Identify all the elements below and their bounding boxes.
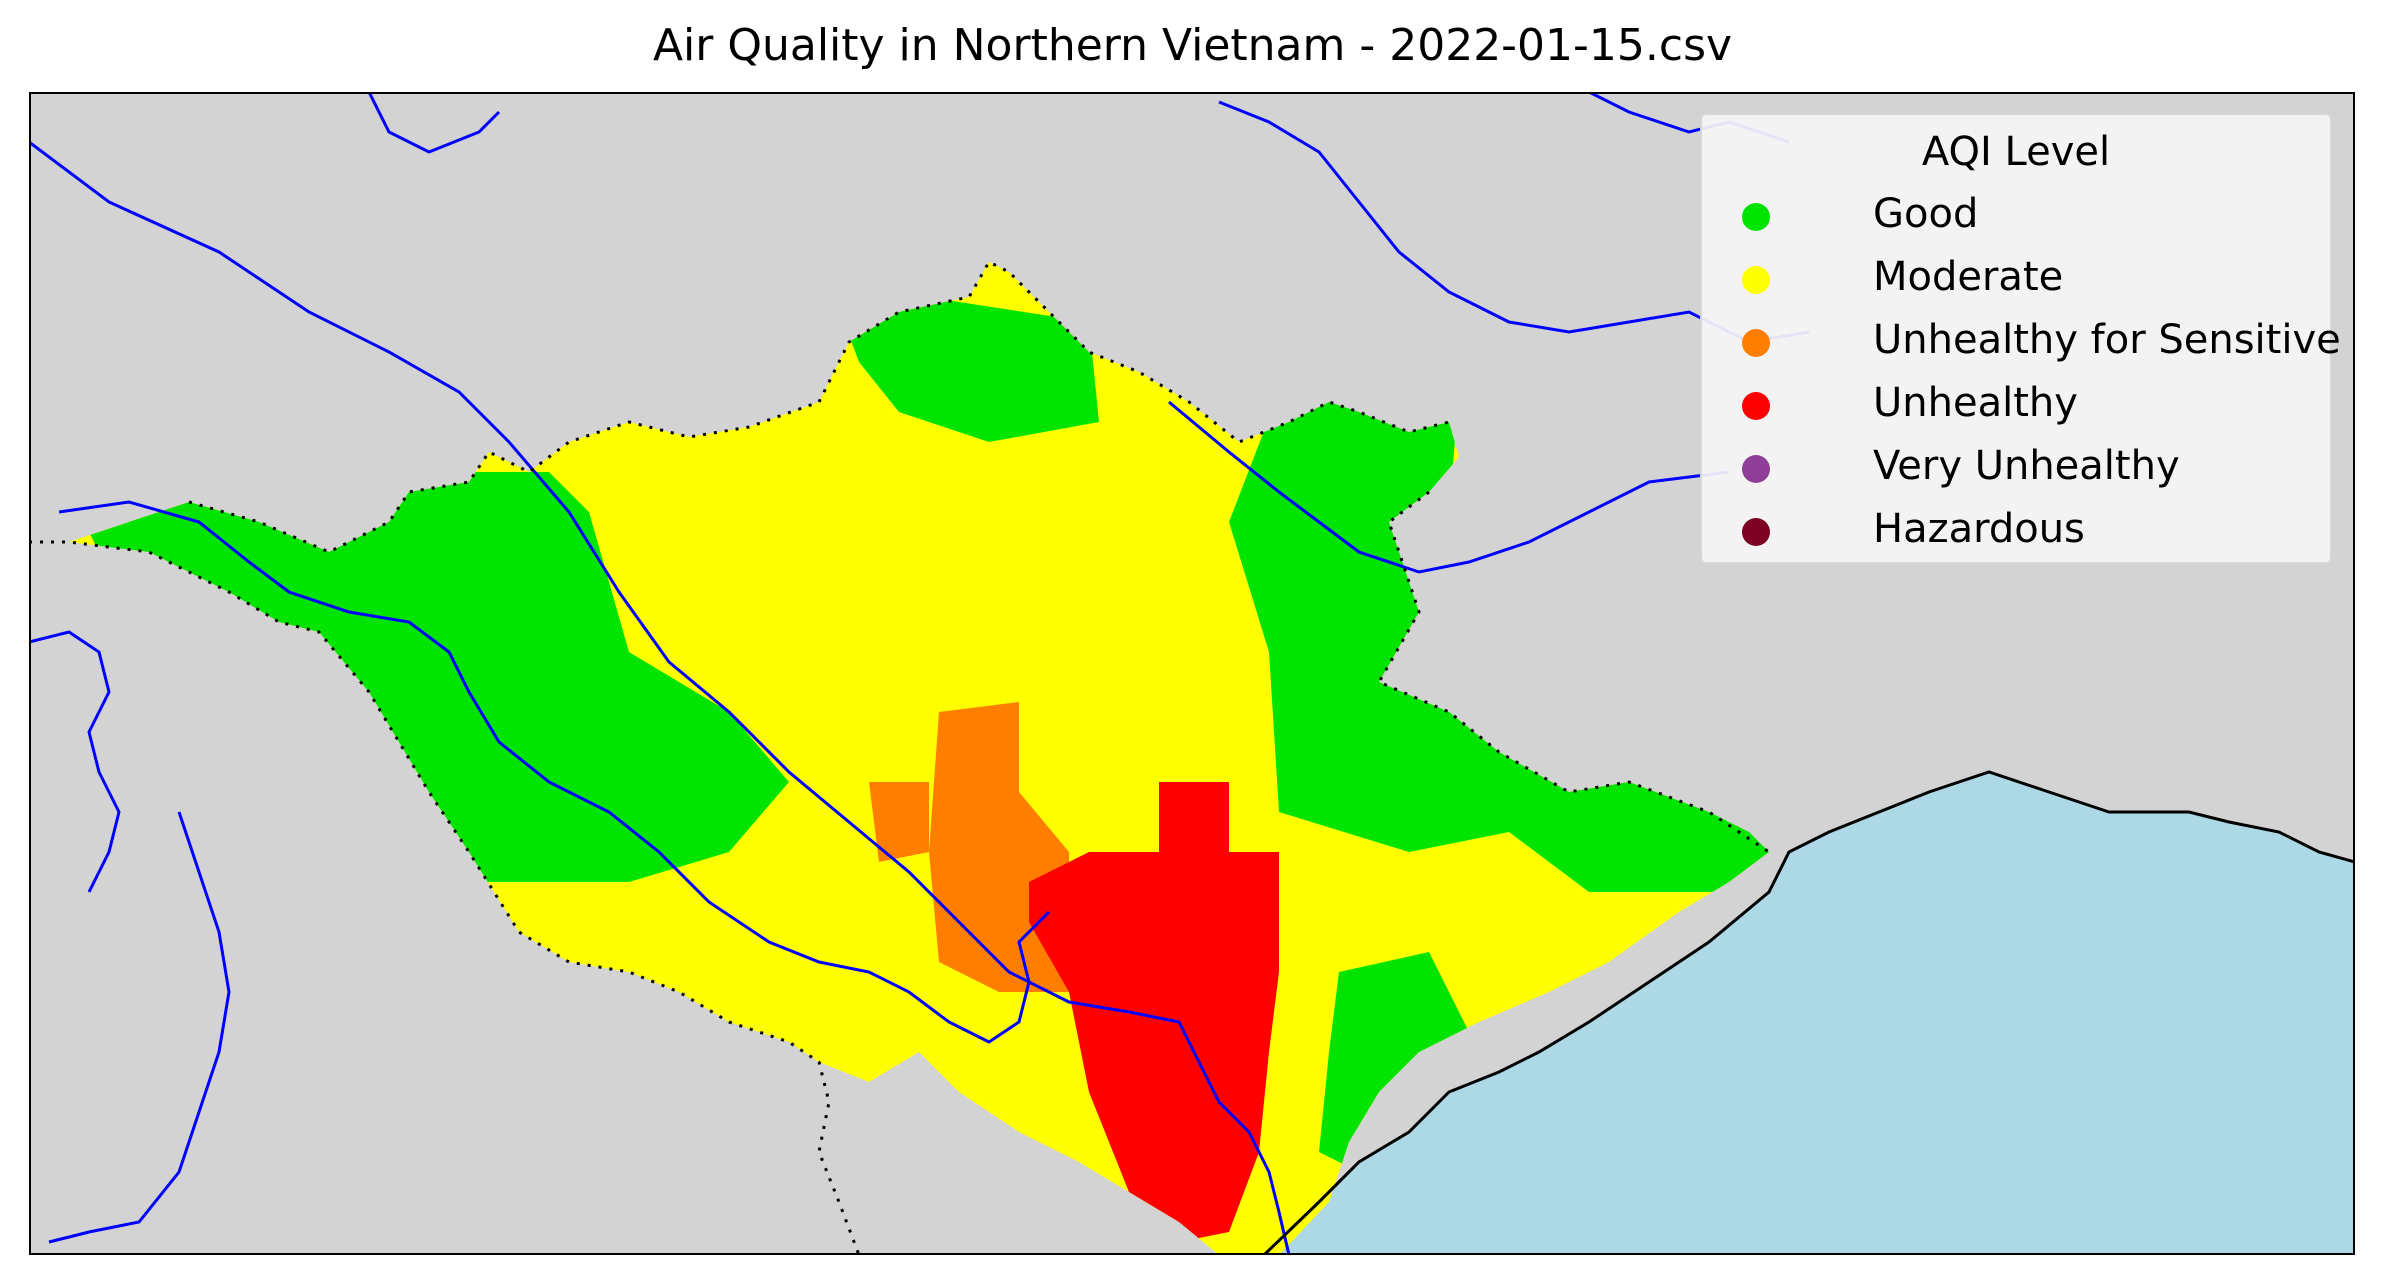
border-line-north (188, 260, 1450, 554)
legend-item-unhealthy-sensitive: Unhealthy for Sensitive (1742, 313, 2341, 373)
legend-swatch-good (1742, 203, 1770, 231)
legend-label-unhealthy: Unhealthy (1873, 380, 2078, 426)
aqi-zone-sensitive-west (869, 782, 929, 862)
border-line (29, 540, 861, 1255)
legend-swatch-hazardous (1742, 518, 1770, 546)
river-black (58, 500, 1051, 1044)
river-west-1 (29, 630, 121, 893)
river-red (29, 140, 1291, 1255)
legend-label-moderate: Moderate (1873, 254, 2064, 300)
legend-swatch-unhealthy-sensitive (1742, 329, 1770, 357)
river-lo (1168, 400, 1730, 574)
legend-label-very-unhealthy: Very Unhealthy (1873, 443, 2180, 489)
aqi-zone-good-southeast (1319, 952, 1469, 1172)
legend-item-moderate: Moderate (1742, 250, 2332, 310)
legend-item-hazardous: Hazardous (1742, 502, 2332, 562)
country-border (29, 260, 1770, 1255)
legend-label-good: Good (1873, 191, 1979, 237)
rivers (29, 92, 1810, 1255)
legend: AQI Level Good Moderate Unhealthy for Se… (1700, 113, 2341, 564)
legend-label-hazardous: Hazardous (1873, 506, 2085, 552)
legend-item-good: Good (1742, 187, 2332, 247)
aqi-zone-good-east (1229, 392, 1769, 892)
legend-swatch-unhealthy (1742, 392, 1770, 420)
aqi-zone-unhealthy (1029, 782, 1279, 1242)
chart-title: Air Quality in Northern Vietnam - 2022-0… (652, 20, 1733, 71)
legend-swatch-moderate (1742, 266, 1770, 294)
river-northwest (367, 92, 501, 154)
aqi-zone-good-north (829, 282, 1099, 442)
river-north (1218, 100, 1810, 344)
river-west-2 (48, 811, 231, 1244)
legend-item-very-unhealthy: Very Unhealthy (1742, 439, 2332, 499)
legend-title: AQI Level (1921, 129, 2111, 175)
coastline (1262, 770, 2355, 1255)
legend-item-unhealthy: Unhealthy (1742, 376, 2332, 436)
legend-label-unhealthy-sensitive: Unhealthy for Sensitive (1873, 317, 2341, 363)
map-frame (29, 92, 2355, 1255)
legend-swatch-very-unhealthy (1742, 455, 1770, 483)
sea (1264, 772, 2355, 1255)
